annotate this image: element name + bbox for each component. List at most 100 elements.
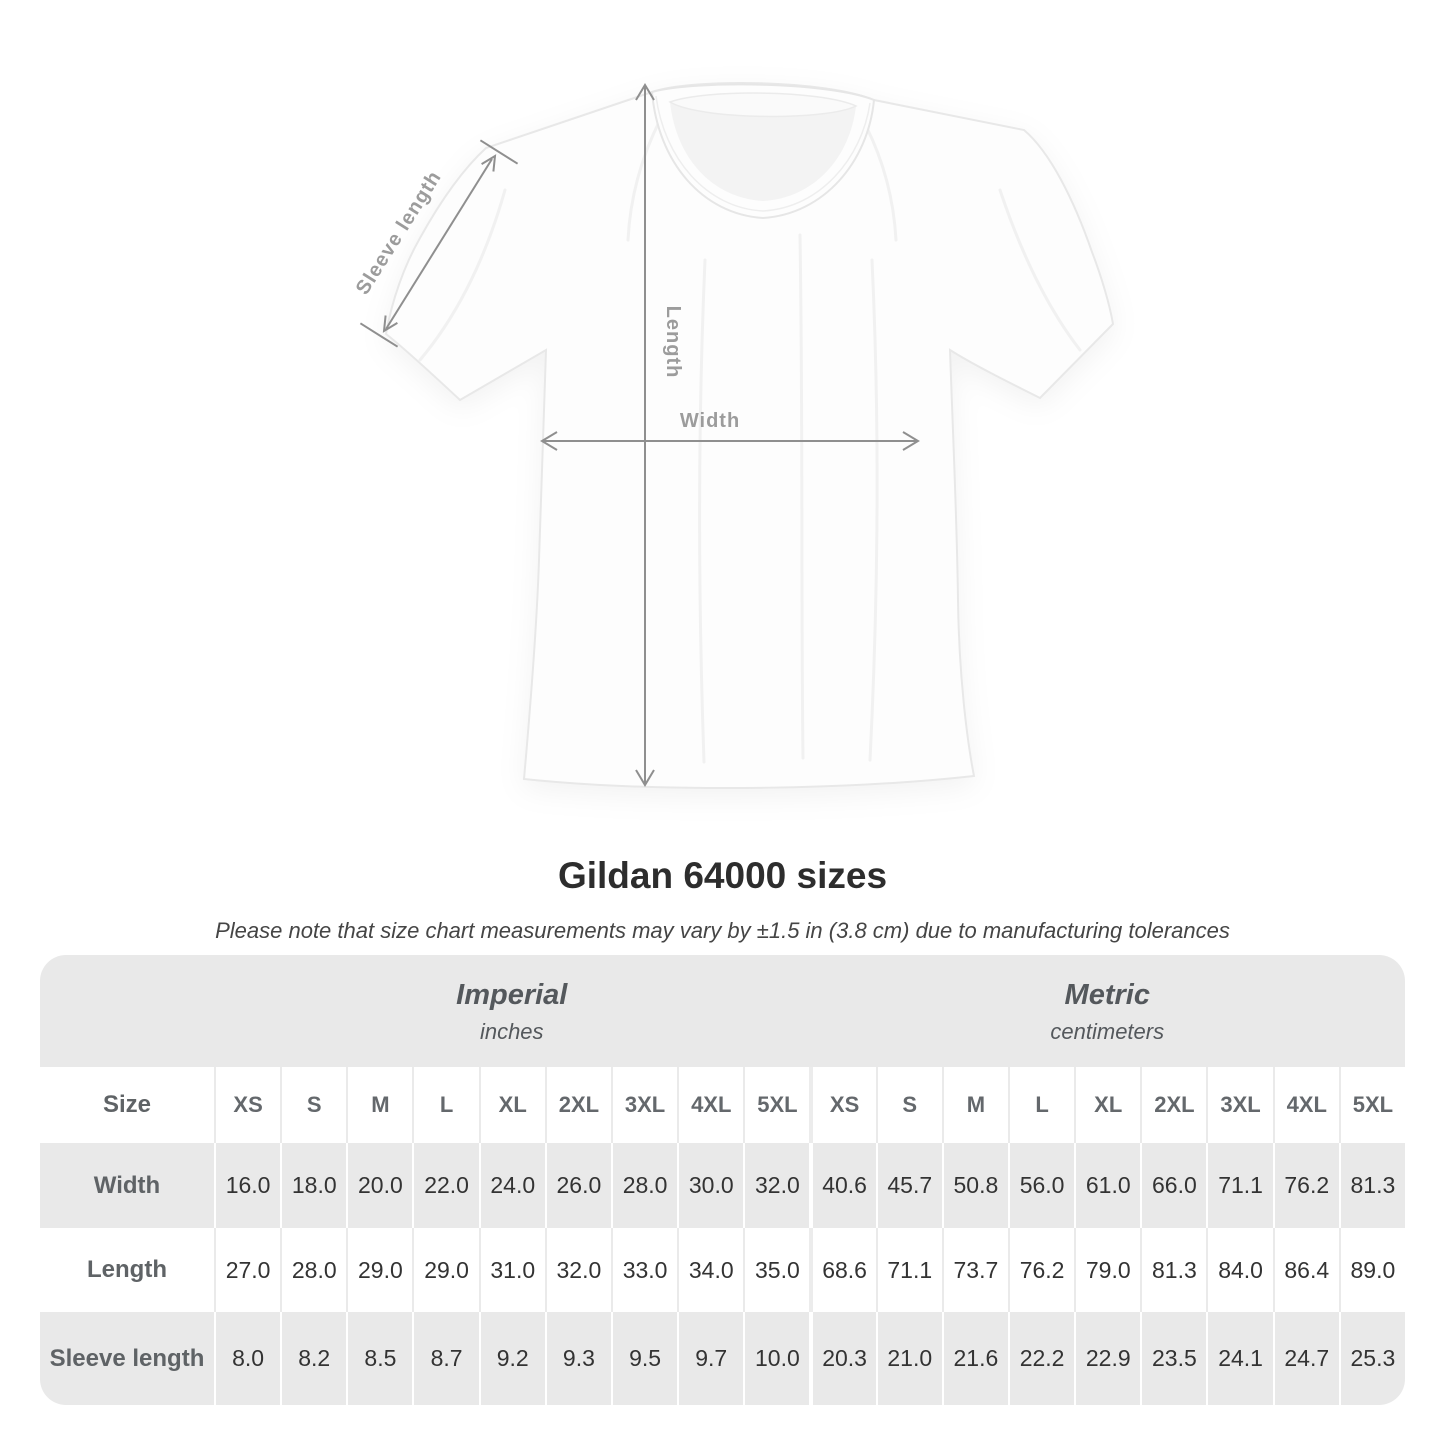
width-arrowhead-right (902, 431, 920, 451)
table-cell: 23.5 (1140, 1312, 1207, 1405)
fabric-fold (798, 233, 805, 760)
table-cell: 86.4 (1272, 1228, 1339, 1312)
size-header-cell: 5XL (743, 1067, 809, 1143)
table-cell: 10.0 (743, 1312, 810, 1405)
table-cell: 68.6 (809, 1228, 875, 1312)
table-row-length: Length 27.0 28.0 29.0 29.0 31.0 32.0 33.… (40, 1228, 1405, 1312)
size-row-header: Size (102, 1091, 152, 1118)
table-cell: 9.7 (677, 1312, 744, 1405)
table-cell: 71.1 (875, 1228, 942, 1312)
table-cell: 22.0 (412, 1143, 479, 1228)
table-cell: 30.0 (677, 1143, 744, 1228)
table-cell: 50.8 (941, 1143, 1008, 1228)
unit-header-row: Imperial inches Metric centimeters (40, 955, 1405, 1067)
tshirt-illustration (384, 81, 1115, 790)
table-cell: 8.0 (214, 1312, 281, 1405)
fabric-fold (418, 188, 507, 362)
size-header-cell: 2XL (1140, 1067, 1206, 1143)
tolerance-note: Please note that size chart measurements… (215, 918, 1230, 943)
table-cell: 28.0 (610, 1143, 678, 1228)
size-header-cell: S (280, 1067, 346, 1143)
table-cell: 66.0 (1140, 1143, 1207, 1228)
table-cell: 16.0 (214, 1143, 281, 1228)
table-cell: 81.3 (1140, 1228, 1206, 1312)
table-cell: 20.3 (809, 1312, 876, 1405)
table-cell: 81.3 (1338, 1143, 1405, 1228)
table-cell: 76.2 (1007, 1228, 1074, 1312)
table-cell: 9.5 (610, 1312, 678, 1405)
collar-opening (670, 93, 856, 201)
table-cell: 32.0 (743, 1143, 810, 1228)
table-cell: 21.0 (875, 1312, 942, 1405)
length-label: Length (662, 306, 684, 379)
table-cell: 32.0 (544, 1228, 611, 1312)
tshirt-measurement-diagram: Sleeve length Length Width (352, 81, 1115, 790)
size-header-cell: 2XL (544, 1067, 611, 1143)
size-header-row: Size XS S M L XL 2XL 3XL 4XL 5XL XS S M … (40, 1067, 1405, 1143)
size-header-cell: S (875, 1067, 942, 1143)
width-label: Width (680, 410, 740, 432)
table-cell: 24.0 (478, 1143, 545, 1228)
size-header-cell: 5XL (1338, 1067, 1405, 1143)
unit-header-spacer (40, 955, 214, 1067)
imperial-units: inches (479, 1019, 544, 1044)
collar-stitch (655, 95, 871, 212)
sleeve-tick-bottom (359, 322, 399, 348)
table-cell: 28.0 (280, 1228, 346, 1312)
fabric-fold (864, 124, 898, 242)
table-cell: 29.0 (346, 1228, 412, 1312)
table-cell: 27.0 (214, 1228, 280, 1312)
page-title: Gildan 64000 sizes (557, 855, 888, 896)
table-cell: 22.9 (1074, 1312, 1141, 1405)
table-cell: 76.2 (1272, 1143, 1339, 1228)
fabric-fold (626, 118, 662, 242)
table-cell: 73.7 (941, 1228, 1008, 1312)
table-cell: 8.5 (346, 1312, 413, 1405)
sleeve-arrowhead-top (481, 154, 497, 172)
table-cell: 56.0 (1007, 1143, 1075, 1228)
metric-units: centimeters (1050, 1019, 1165, 1044)
row-label: Width (40, 1143, 214, 1228)
table-cell: 31.0 (478, 1228, 545, 1312)
table-cell: 25.3 (1338, 1312, 1405, 1405)
row-label: Sleeve length (40, 1312, 214, 1405)
sleeve-arrow (385, 158, 493, 330)
table-cell: 35.0 (743, 1228, 809, 1312)
table-cell: 26.0 (544, 1143, 611, 1228)
length-arrowhead-bottom (635, 769, 655, 787)
size-header-cell: 3XL (610, 1067, 677, 1143)
table-cell: 8.2 (280, 1312, 347, 1405)
size-header-cell: 4XL (677, 1067, 743, 1143)
table-cell: 61.0 (1074, 1143, 1141, 1228)
table-cell: 34.0 (677, 1228, 743, 1312)
size-header-cell: L (1007, 1067, 1074, 1143)
table-cell: 79.0 (1074, 1228, 1140, 1312)
table-cell: 45.7 (875, 1143, 942, 1228)
imperial-title: Imperial (456, 979, 568, 1011)
table-cell: 71.1 (1206, 1143, 1273, 1228)
metric-title: Metric (1064, 979, 1150, 1011)
sleeve-arrowhead-bottom (382, 315, 398, 333)
table-cell: 18.0 (280, 1143, 347, 1228)
table-cell: 89.0 (1338, 1228, 1405, 1312)
table-cell: 9.3 (544, 1312, 611, 1405)
row-label: Length (87, 1256, 167, 1283)
table-row-width: Width 16.0 18.0 20.0 22.0 24.0 26.0 28.0… (40, 1143, 1405, 1228)
size-header-cell: L (412, 1067, 478, 1143)
metric-header: Metric centimeters (810, 955, 1406, 1067)
table-cell: 21.6 (941, 1312, 1008, 1405)
table-cell: 29.0 (412, 1228, 478, 1312)
collar-back (668, 92, 858, 118)
table-cell: 24.1 (1206, 1312, 1273, 1405)
size-header-cell: 4XL (1272, 1067, 1339, 1143)
table-cell: 22.2 (1007, 1312, 1075, 1405)
size-header-cell: M (941, 1067, 1008, 1143)
table-cell: 20.0 (346, 1143, 413, 1228)
size-header-cell: XS (214, 1067, 280, 1143)
table-cell: 33.0 (610, 1228, 677, 1312)
size-header-cell: 3XL (1206, 1067, 1272, 1143)
table-cell: 24.7 (1272, 1312, 1339, 1405)
fabric-fold (998, 188, 1082, 352)
tshirt-body (384, 81, 1115, 790)
